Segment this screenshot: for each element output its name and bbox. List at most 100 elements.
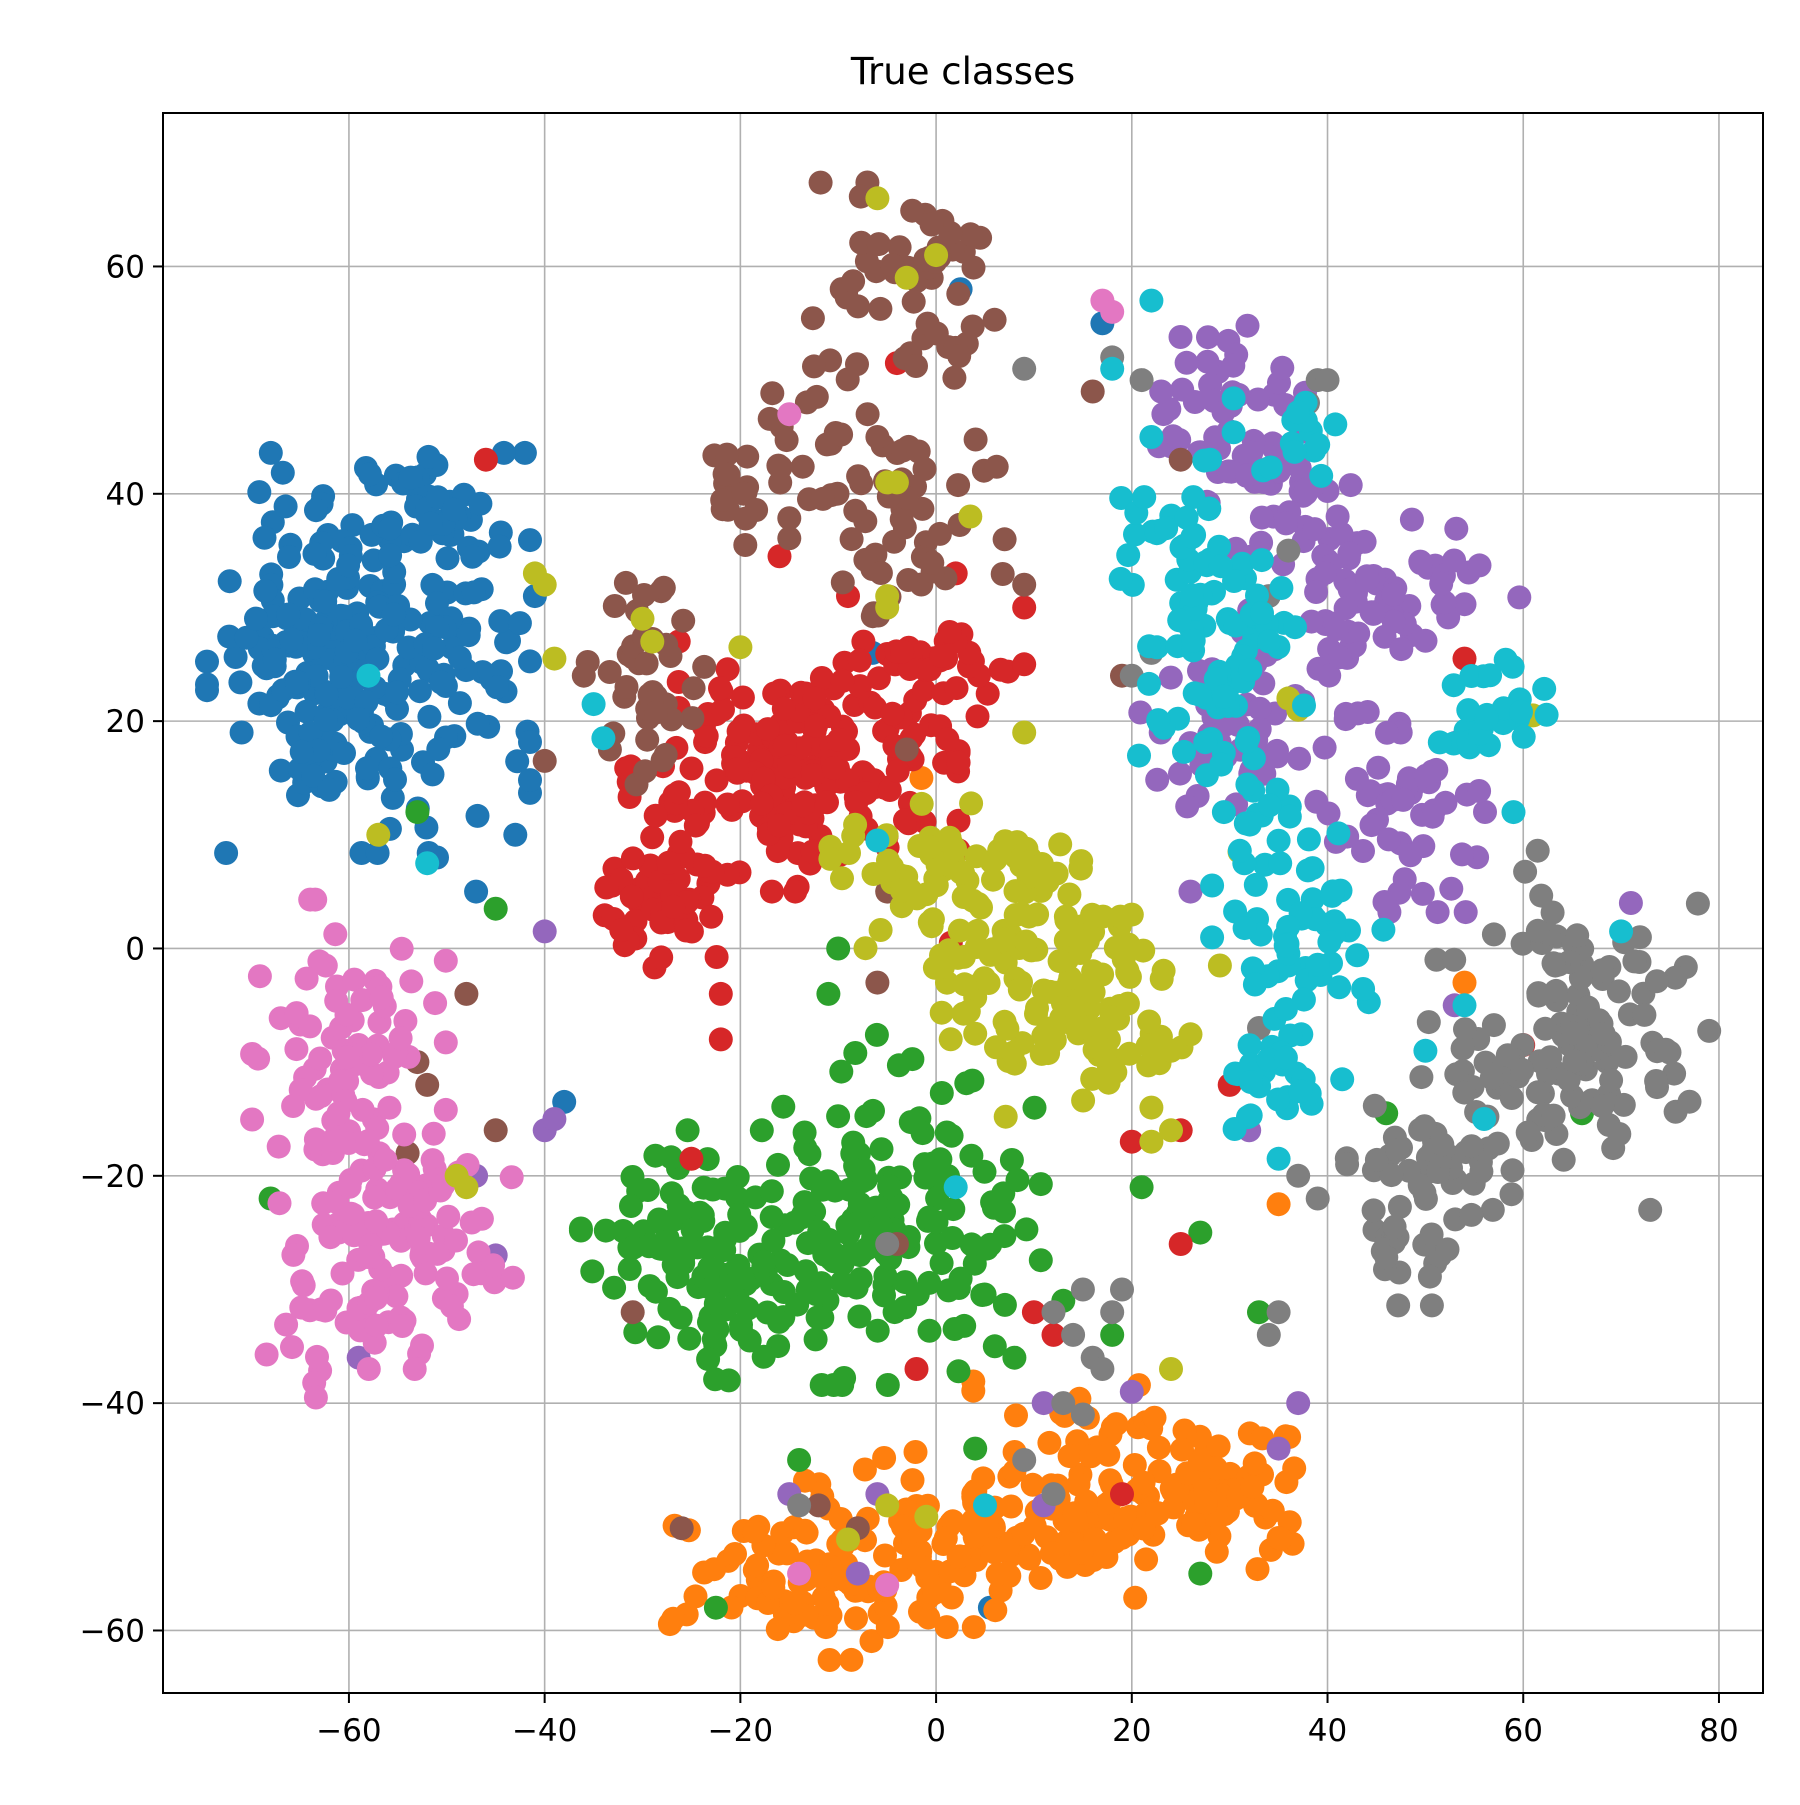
data-point <box>647 1207 671 1232</box>
data-point <box>697 1310 721 1335</box>
data-point <box>1100 1322 1125 1347</box>
data-point <box>1129 368 1154 393</box>
data-point <box>880 701 905 726</box>
series-8 <box>366 186 1545 1552</box>
data-point <box>1128 700 1153 725</box>
data-point <box>929 1000 954 1025</box>
data-point <box>1022 1514 1047 1538</box>
data-point <box>1606 979 1631 1004</box>
data-point <box>270 460 295 485</box>
data-point <box>817 1648 842 1672</box>
data-point <box>771 1280 796 1304</box>
data-point <box>298 1014 322 1039</box>
data-point <box>928 1147 953 1172</box>
data-point <box>1326 821 1351 846</box>
data-point <box>767 1309 791 1334</box>
data-point <box>240 1107 265 1132</box>
data-point <box>1109 1525 1134 1550</box>
data-point <box>733 533 758 557</box>
series-5 <box>395 170 1193 1541</box>
data-point <box>318 1225 343 1250</box>
data-point <box>1047 949 1072 974</box>
data-point <box>1165 1478 1190 1503</box>
data-point <box>960 314 985 339</box>
data-point <box>284 670 309 695</box>
data-point <box>1012 356 1037 381</box>
data-point <box>1269 576 1294 600</box>
data-point <box>317 777 342 802</box>
data-point <box>810 486 835 511</box>
data-point <box>382 1044 407 1069</box>
data-point <box>276 602 301 627</box>
data-point <box>990 562 1015 586</box>
data-point <box>959 791 984 816</box>
data-point <box>518 768 542 793</box>
data-point <box>965 704 990 729</box>
data-point <box>733 506 758 531</box>
data-point <box>1039 1541 1064 1566</box>
data-point <box>675 1118 700 1143</box>
data-point <box>865 970 890 995</box>
data-point <box>864 1022 889 1047</box>
data-point <box>1014 929 1039 954</box>
data-point <box>873 1543 897 1568</box>
data-point <box>981 867 1005 892</box>
data-point <box>1104 1412 1129 1437</box>
data-point <box>703 1367 728 1392</box>
data-point <box>1644 969 1669 994</box>
data-point <box>1590 1094 1615 1119</box>
data-point <box>1168 1232 1193 1256</box>
data-point <box>1014 1217 1039 1242</box>
data-point <box>679 1146 704 1171</box>
data-point <box>1424 947 1449 972</box>
data-point <box>1456 698 1481 723</box>
data-point <box>1181 1512 1206 1536</box>
data-point <box>1242 972 1267 997</box>
data-point <box>1234 729 1259 754</box>
data-point <box>1178 1022 1203 1047</box>
data-point <box>1622 949 1647 974</box>
y-tick-label: 20 <box>106 704 145 740</box>
data-point <box>425 1241 450 1266</box>
data-point <box>362 1185 387 1210</box>
data-point <box>982 307 1007 332</box>
data-point <box>801 763 826 787</box>
data-point <box>749 1118 774 1143</box>
data-point <box>1057 882 1082 907</box>
data-point <box>1305 1186 1330 1211</box>
data-point <box>640 629 665 654</box>
data-point <box>1359 813 1384 838</box>
data-point <box>1495 1043 1520 1068</box>
x-tick-label: 60 <box>1504 1713 1543 1749</box>
data-point <box>931 954 955 979</box>
data-point <box>1134 1547 1159 1572</box>
data-point <box>1204 1539 1229 1564</box>
data-point <box>1361 601 1386 626</box>
data-point <box>768 470 793 495</box>
y-tick-label: 0 <box>125 931 145 967</box>
data-point <box>328 1069 352 1094</box>
data-point <box>1028 1172 1053 1197</box>
data-point <box>731 481 756 506</box>
data-point <box>1432 590 1457 615</box>
data-point <box>910 1121 935 1146</box>
data-point <box>995 1016 1020 1041</box>
data-point <box>1500 1158 1525 1183</box>
data-point <box>847 1304 872 1329</box>
data-point <box>518 649 542 674</box>
data-point <box>894 265 919 290</box>
data-point <box>1145 767 1170 792</box>
data-point <box>1286 1391 1311 1416</box>
data-point <box>1427 730 1452 755</box>
data-point <box>742 1519 767 1544</box>
data-point <box>388 1026 413 1051</box>
data-point <box>1499 1086 1524 1110</box>
data-point <box>728 635 753 660</box>
data-point <box>937 620 962 644</box>
data-point <box>420 762 445 787</box>
series-0 <box>195 277 1115 1620</box>
data-point <box>835 367 860 392</box>
data-point <box>294 966 319 991</box>
data-point <box>613 570 638 595</box>
